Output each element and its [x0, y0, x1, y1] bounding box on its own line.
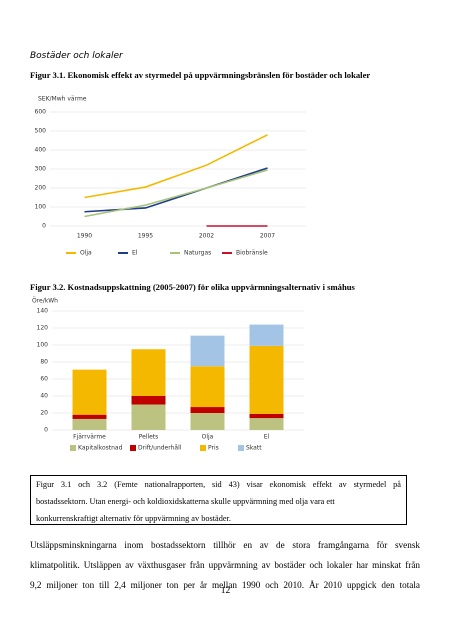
bar-segment — [249, 418, 284, 430]
legend-label: Pris — [208, 445, 219, 452]
legend-label: Kapitalkostnad — [78, 445, 123, 452]
stacked-bar-chart: Öre/kWh 0 20 40 60 80 100 120 140 Fjärrvärme Pelle… — [32, 298, 304, 452]
legend-label: El — [132, 250, 138, 257]
bar-segment — [190, 413, 225, 430]
legend-swatch — [238, 445, 244, 451]
y-tick-label: 20 — [40, 410, 48, 417]
y-tick-label: 80 — [40, 359, 48, 366]
figure-caption: Figur 3.2. Kostnadsuppskattning (2005-20… — [30, 282, 355, 292]
y-axis-label: SEK/Mwh värme — [38, 96, 87, 103]
section-heading: Bostäder och lokaler — [30, 51, 123, 61]
legend-label: Biobränsle — [236, 250, 268, 257]
y-tick-label: 140 — [37, 308, 49, 315]
y-tick-label: 100 — [35, 204, 47, 211]
bar-segment — [131, 404, 166, 430]
y-tick-label: 120 — [37, 325, 49, 332]
series-line — [84, 167, 268, 213]
box-line: Figur 3.1 och 3.2 (Femte nationalrapport… — [36, 480, 401, 489]
x-tick-label: 1990 — [77, 233, 92, 240]
bar-segment — [131, 396, 166, 405]
y-tick-label: 400 — [35, 147, 47, 154]
bar-segment — [72, 414, 107, 419]
bar-segment — [249, 324, 284, 346]
box-line: bostadssektorn. Utan energi- och koldiox… — [36, 497, 335, 506]
x-tick-label: 2007 — [260, 233, 275, 240]
legend-label: Drift/underhåll — [138, 445, 182, 452]
y-tick-label: 40 — [40, 393, 48, 400]
figure-caption: Figur 3.1. Ekonomisk effekt av styrmedel… — [30, 70, 371, 80]
line-chart: SEK/Mwh värme 0 100 200 300 400 500 600 1990 1995… — [35, 96, 306, 257]
legend-swatch — [200, 445, 206, 451]
x-tick-label: Pellets — [139, 434, 159, 441]
paragraph: Utsläppsminskningarna inom bostadssektor… — [30, 535, 420, 595]
legend-label: Skatt — [246, 445, 262, 452]
series-line — [84, 134, 268, 199]
bar-segment — [190, 335, 225, 367]
bar-segment — [131, 349, 166, 396]
paragraph-line: 9,2 miljoner ton till 2,4 miljoner ton p… — [30, 580, 420, 590]
y-tick-label: 600 — [35, 109, 47, 116]
y-tick-label: 0 — [44, 427, 48, 434]
y-axis-label: Öre/kWh — [32, 298, 58, 305]
bar-segment — [72, 369, 107, 415]
legend-swatch — [70, 445, 76, 451]
y-tick-label: 200 — [35, 185, 47, 192]
legend-label: Naturgas — [184, 250, 211, 257]
paragraph-line: Utsläppsminskningarna inom bostadssektor… — [30, 540, 420, 550]
legend-label: Olja — [80, 250, 92, 257]
y-tick-label: 0 — [42, 223, 46, 230]
bar-segment — [249, 413, 284, 419]
y-tick-label: 300 — [35, 166, 47, 173]
x-tick-label: 2002 — [199, 233, 214, 240]
y-tick-label: 100 — [37, 342, 49, 349]
x-tick-label: Olja — [202, 434, 214, 441]
box-line: konkurrenskraftigt alternativ för uppvär… — [36, 514, 231, 523]
x-tick-label: Fjärrvärme — [73, 434, 106, 441]
bar-segment — [72, 418, 107, 430]
page-number: 12 — [220, 586, 231, 596]
paragraph-line: klimatpolitik. Utsläppen av växthusgaser… — [30, 560, 420, 570]
legend-swatch — [130, 445, 136, 451]
y-tick-label: 500 — [35, 128, 47, 135]
x-tick-label: El — [264, 434, 270, 441]
series-line — [84, 169, 268, 218]
bar-segment — [190, 366, 225, 408]
bar-segment — [249, 345, 284, 414]
bar-segment — [190, 407, 225, 413]
text-box: Figur 3.1 och 3.2 (Femte nationalrapport… — [30, 475, 407, 525]
x-tick-label: 1995 — [138, 233, 153, 240]
y-tick-label: 60 — [40, 376, 48, 383]
